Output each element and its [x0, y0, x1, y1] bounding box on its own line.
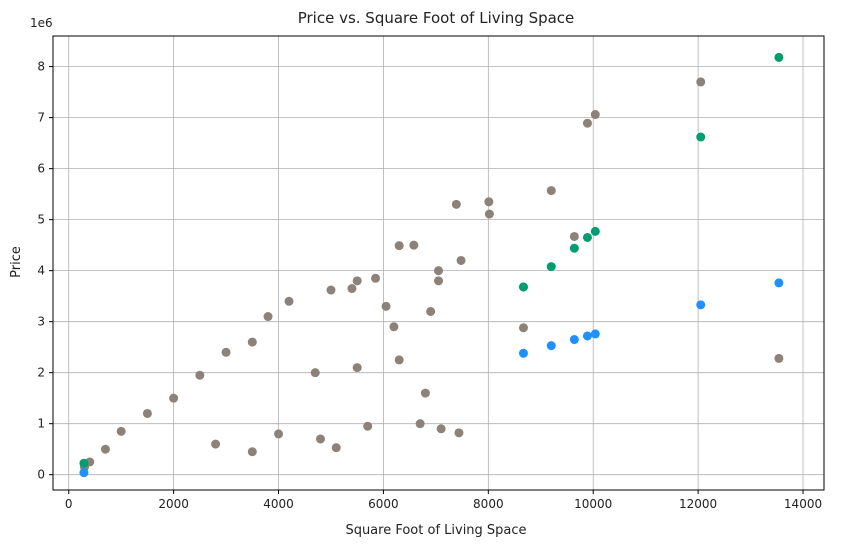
data-point	[454, 428, 464, 438]
data-point	[352, 363, 362, 373]
data-point	[546, 186, 556, 196]
y-tick-label: 3	[37, 315, 45, 329]
x-tick-label: 10000	[574, 497, 612, 511]
data-point	[247, 447, 257, 457]
data-point	[484, 209, 494, 219]
data-point	[331, 443, 341, 453]
y-axis-label: Price	[9, 246, 24, 278]
y-tick-label: 8	[37, 60, 45, 74]
data-point	[211, 439, 221, 449]
data-point	[582, 331, 592, 341]
data-point	[774, 353, 784, 363]
data-point	[371, 273, 381, 283]
data-point	[426, 306, 436, 316]
data-point	[352, 276, 362, 286]
data-point	[696, 132, 706, 142]
data-point	[79, 458, 89, 468]
data-point	[363, 421, 373, 431]
data-point	[696, 77, 706, 87]
data-points	[79, 52, 784, 478]
x-tick-label: 2000	[158, 497, 189, 511]
y-tick-label: 1	[37, 417, 45, 431]
x-tick-label: 0	[65, 497, 73, 511]
y-tick-label: 0	[37, 468, 45, 482]
data-point	[274, 429, 284, 439]
data-point	[394, 355, 404, 365]
data-point	[116, 426, 126, 436]
data-point	[169, 393, 179, 403]
data-point	[774, 278, 784, 288]
data-point	[518, 348, 528, 358]
data-point	[347, 284, 357, 294]
data-point	[590, 226, 600, 236]
data-point	[394, 241, 404, 251]
x-tick-label: 14000	[784, 497, 822, 511]
data-point	[415, 419, 425, 429]
data-point	[434, 266, 443, 276]
chart-title: Price vs. Square Foot of Living Space	[298, 9, 575, 27]
data-point	[696, 300, 706, 310]
data-point	[247, 337, 257, 347]
y-tick-label: 2	[37, 366, 45, 380]
plot-frame	[52, 35, 825, 491]
y-tick-label: 5	[37, 213, 45, 227]
data-point	[310, 368, 320, 378]
data-point	[518, 323, 528, 333]
data-point	[389, 322, 399, 332]
data-point	[100, 444, 110, 454]
x-tick-label: 8000	[473, 497, 504, 511]
data-point	[284, 296, 294, 306]
data-point	[326, 285, 336, 295]
data-point	[546, 262, 556, 272]
x-tick-label: 12000	[679, 497, 717, 511]
data-point	[774, 52, 784, 62]
axis-ticks: 0 2000 4000 6000 8000 10000 12000 14000 0 1 2 3 4 5 6 7…	[37, 60, 822, 511]
data-point	[582, 118, 592, 128]
data-point	[434, 276, 443, 286]
data-point	[569, 231, 579, 241]
data-point	[582, 232, 592, 242]
data-point	[420, 388, 430, 398]
data-point	[79, 468, 89, 478]
data-point	[315, 434, 325, 444]
data-point	[142, 408, 152, 418]
data-point	[484, 197, 494, 207]
data-point	[195, 370, 205, 380]
data-point	[518, 282, 528, 292]
y-tick-label: 7	[37, 111, 45, 125]
data-point	[590, 329, 600, 339]
y-tick-label: 4	[37, 264, 45, 278]
y-tick-label: 6	[37, 162, 45, 176]
data-point	[456, 255, 466, 265]
data-point	[590, 110, 600, 120]
x-axis-label: Square Foot of Living Space	[345, 523, 526, 538]
y-offset-label: 1e6	[30, 16, 53, 30]
data-point	[569, 243, 579, 253]
data-point	[409, 240, 419, 250]
data-point	[263, 312, 273, 322]
data-point	[436, 424, 446, 434]
x-tick-label: 4000	[263, 497, 294, 511]
data-point	[546, 341, 556, 351]
data-point	[381, 301, 391, 311]
data-point	[451, 199, 461, 209]
grid	[53, 36, 824, 490]
x-tick-label: 6000	[368, 497, 399, 511]
data-point	[221, 347, 231, 357]
data-point	[569, 335, 579, 345]
